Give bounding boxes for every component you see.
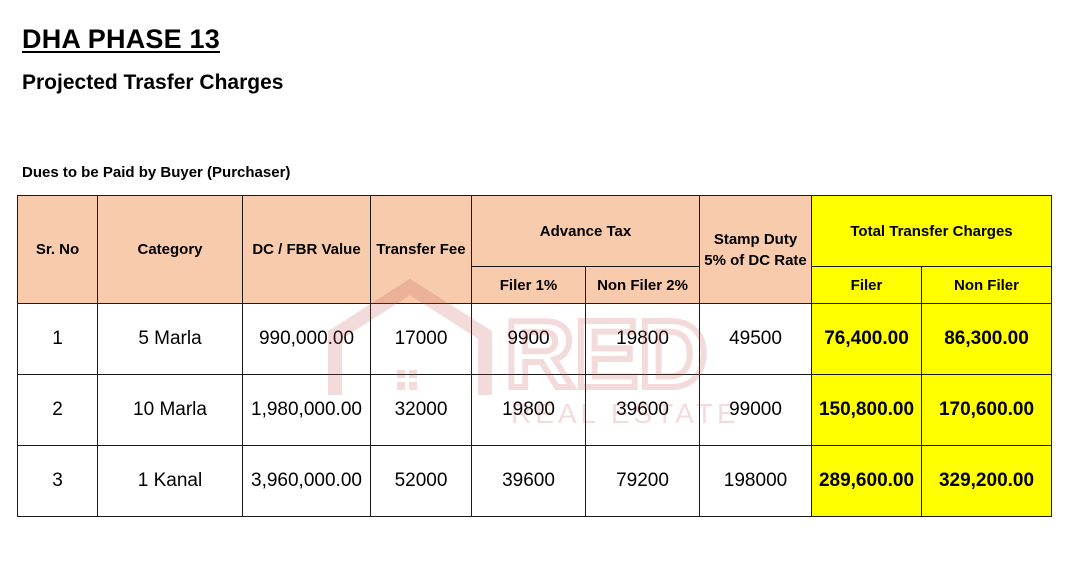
- cell-stamp-duty: 99000: [699, 374, 812, 446]
- cell-category: 1 Kanal: [97, 445, 243, 517]
- cell-sr: 2: [17, 374, 98, 446]
- cell-transfer-fee: 32000: [370, 374, 472, 446]
- cell-category: 5 Marla: [97, 303, 243, 375]
- cell-sr: 1: [17, 303, 98, 375]
- header-sr-no: Sr. No: [17, 195, 98, 304]
- cell-total-filer: 76,400.00: [811, 303, 922, 375]
- table-caption: Dues to be Paid by Buyer (Purchaser): [22, 164, 291, 181]
- header-non-filer-2: Non Filer 2%: [585, 266, 700, 304]
- header-transfer-fee: Transfer Fee: [370, 195, 472, 304]
- cell-stamp-duty: 198000: [699, 445, 812, 517]
- header-category: Category: [97, 195, 243, 304]
- cell-dc-value: 3,960,000.00: [242, 445, 371, 517]
- header-filer-1: Filer 1%: [471, 266, 586, 304]
- cell-non-filer-tax: 39600: [585, 374, 700, 446]
- header-advance-tax: Advance Tax: [471, 195, 700, 267]
- cell-dc-value: 990,000.00: [242, 303, 371, 375]
- cell-total-filer: 289,600.00: [811, 445, 922, 517]
- header-dc-value: DC / FBR Value: [242, 195, 371, 304]
- cell-non-filer-tax: 19800: [585, 303, 700, 375]
- table-row: 2 10 Marla 1,980,000.00 32000 19800 3960…: [17, 374, 1052, 446]
- cell-non-filer-tax: 79200: [585, 445, 700, 517]
- cell-filer-tax: 19800: [471, 374, 586, 446]
- transfer-charges-table: Sr. No Category DC / FBR Value Transfer …: [17, 195, 1052, 517]
- cell-transfer-fee: 52000: [370, 445, 472, 517]
- cell-stamp-duty: 49500: [699, 303, 812, 375]
- cell-total-filer: 150,800.00: [811, 374, 922, 446]
- header-stamp-duty: Stamp Duty 5% of DC Rate: [699, 195, 812, 304]
- page-title: DHA PHASE 13: [22, 24, 220, 54]
- header-total-non-filer: Non Filer: [921, 266, 1052, 304]
- cell-total-non-filer: 86,300.00: [921, 303, 1052, 375]
- cell-dc-value: 1,980,000.00: [242, 374, 371, 446]
- cell-category: 10 Marla: [97, 374, 243, 446]
- table-row: 1 5 Marla 990,000.00 17000 9900 19800 49…: [17, 303, 1052, 375]
- cell-filer-tax: 39600: [471, 445, 586, 517]
- page-subtitle: Projected Trasfer Charges: [22, 71, 284, 94]
- cell-filer-tax: 9900: [471, 303, 586, 375]
- cell-total-non-filer: 329,200.00: [921, 445, 1052, 517]
- header-total-transfer-charges: Total Transfer Charges: [811, 195, 1052, 267]
- cell-transfer-fee: 17000: [370, 303, 472, 375]
- header-total-filer: Filer: [811, 266, 922, 304]
- cell-total-non-filer: 170,600.00: [921, 374, 1052, 446]
- table-row: 3 1 Kanal 3,960,000.00 52000 39600 79200…: [17, 445, 1052, 517]
- cell-sr: 3: [17, 445, 98, 517]
- header-stamp-duty-line1: Stamp Duty: [713, 230, 798, 248]
- header-stamp-duty-line2: 5% of DC Rate: [704, 251, 807, 269]
